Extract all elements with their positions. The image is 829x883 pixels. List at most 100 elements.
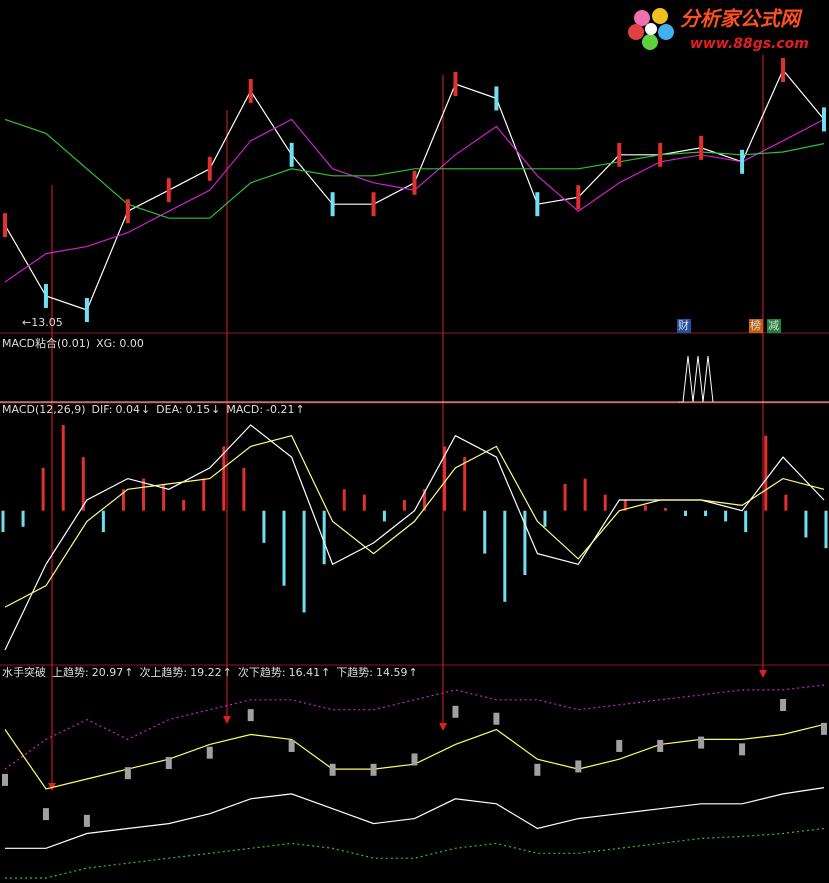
header-text: 0.15: [186, 403, 211, 416]
macd-bar: [242, 467, 246, 511]
macd-bar: [262, 510, 266, 543]
price-bar: [247, 709, 254, 722]
price-bar: [165, 757, 172, 770]
header-text: ↑: [409, 666, 418, 679]
macd-bar: [322, 510, 326, 565]
header-text: 14.59: [376, 666, 408, 679]
price-bar: [534, 763, 541, 776]
price-bar: [370, 763, 377, 776]
logo-icon: [628, 8, 674, 50]
header-text: 16.41: [289, 666, 321, 679]
header-text: 次上趋势:: [139, 665, 187, 679]
macd-bar: [41, 467, 45, 511]
header-text: MACD:: [226, 403, 263, 416]
macd-bar: [443, 446, 447, 511]
logo-url: www.88gs.com: [690, 36, 809, 52]
macd-bar: [764, 435, 768, 511]
header-text: 上趋势:: [52, 666, 89, 679]
annotation: ←13.05: [22, 316, 63, 329]
price-bar: [371, 192, 376, 217]
price-bar: [83, 814, 90, 827]
price-bar: [2, 773, 8, 786]
header-text: 19.22: [190, 666, 222, 679]
macd-bar: [744, 510, 748, 533]
header-text: 次下趋势:: [238, 665, 286, 679]
macd-bar: [463, 457, 467, 511]
price-bar: [207, 156, 212, 181]
price-bar: [43, 284, 48, 309]
header-text: 0.04: [115, 403, 140, 416]
header-text: ↑: [296, 403, 305, 416]
price-bar: [576, 185, 581, 210]
macd-bar: [121, 489, 125, 511]
price-bar: [412, 170, 417, 195]
macd-bar: [302, 510, 306, 613]
price-bar: [206, 746, 213, 759]
macd-bar: [724, 510, 728, 522]
price-bar: [125, 199, 130, 224]
logo-title: 分析家公式网: [680, 7, 803, 31]
price-bar: [3, 213, 7, 238]
series-line: [4, 684, 825, 770]
price-bar: [411, 753, 418, 766]
header-text: XG: 0.00: [96, 337, 144, 350]
annotation-box: [767, 319, 781, 333]
price-bar: [575, 760, 582, 773]
macd-bar: [382, 510, 386, 522]
price-bar: [494, 86, 499, 111]
price-bar: [166, 178, 171, 203]
price-bar: [781, 58, 786, 82]
macd-bar: [282, 510, 286, 586]
price-bar: [698, 736, 705, 749]
price-bar: [84, 298, 89, 322]
macd-bar: [182, 500, 186, 511]
price-bar: [821, 722, 827, 735]
macd-bar: [824, 510, 828, 549]
macd-bar: [603, 494, 607, 511]
series-line: [5, 827, 825, 879]
series-line: [4, 118, 825, 219]
price-bar: [657, 739, 664, 752]
macd-bar: [704, 510, 708, 517]
macd-bar: [483, 510, 487, 554]
price-bar: [535, 192, 540, 217]
macd-bar: [81, 457, 85, 511]
price-bar: [617, 142, 622, 167]
annotation-box: [677, 319, 691, 333]
header-text: MACD(12,26,9): [2, 403, 86, 416]
header-text: DIF:: [92, 403, 113, 416]
header-text: DEA:: [156, 403, 182, 416]
macd-bar: [162, 483, 166, 511]
macd-bar: [202, 478, 206, 511]
price-bar: [330, 192, 335, 217]
macd-bar: [523, 510, 527, 575]
xg-signal: [678, 355, 714, 403]
macd-bar: [543, 510, 547, 527]
macd-bar: [583, 478, 587, 511]
header-text: ↑: [321, 666, 330, 679]
price-bar: [740, 149, 745, 174]
signal-arrows: [48, 670, 767, 791]
header-text: ↑: [223, 666, 232, 679]
header-text: ↓: [211, 403, 220, 416]
price-bar: [42, 808, 49, 821]
header-text: ↑: [124, 666, 133, 679]
price-bar: [780, 699, 787, 712]
macd-bar: [423, 489, 427, 511]
macd-bar: [61, 425, 65, 511]
header-text: ↓: [141, 403, 150, 416]
series-line: [5, 787, 825, 849]
price-bar: [453, 71, 458, 96]
header-text: 下趋势:: [336, 666, 373, 679]
price-bar: [452, 705, 459, 718]
macd-bar: [784, 494, 788, 511]
macd-bar: [362, 494, 366, 511]
price-bar: [658, 142, 663, 167]
macd-bar: [663, 508, 667, 511]
price-bar: [289, 142, 294, 167]
price-bar: [288, 739, 295, 752]
macd-bar: [1, 510, 5, 533]
header-text: MACD粘合(0.01): [2, 336, 90, 350]
